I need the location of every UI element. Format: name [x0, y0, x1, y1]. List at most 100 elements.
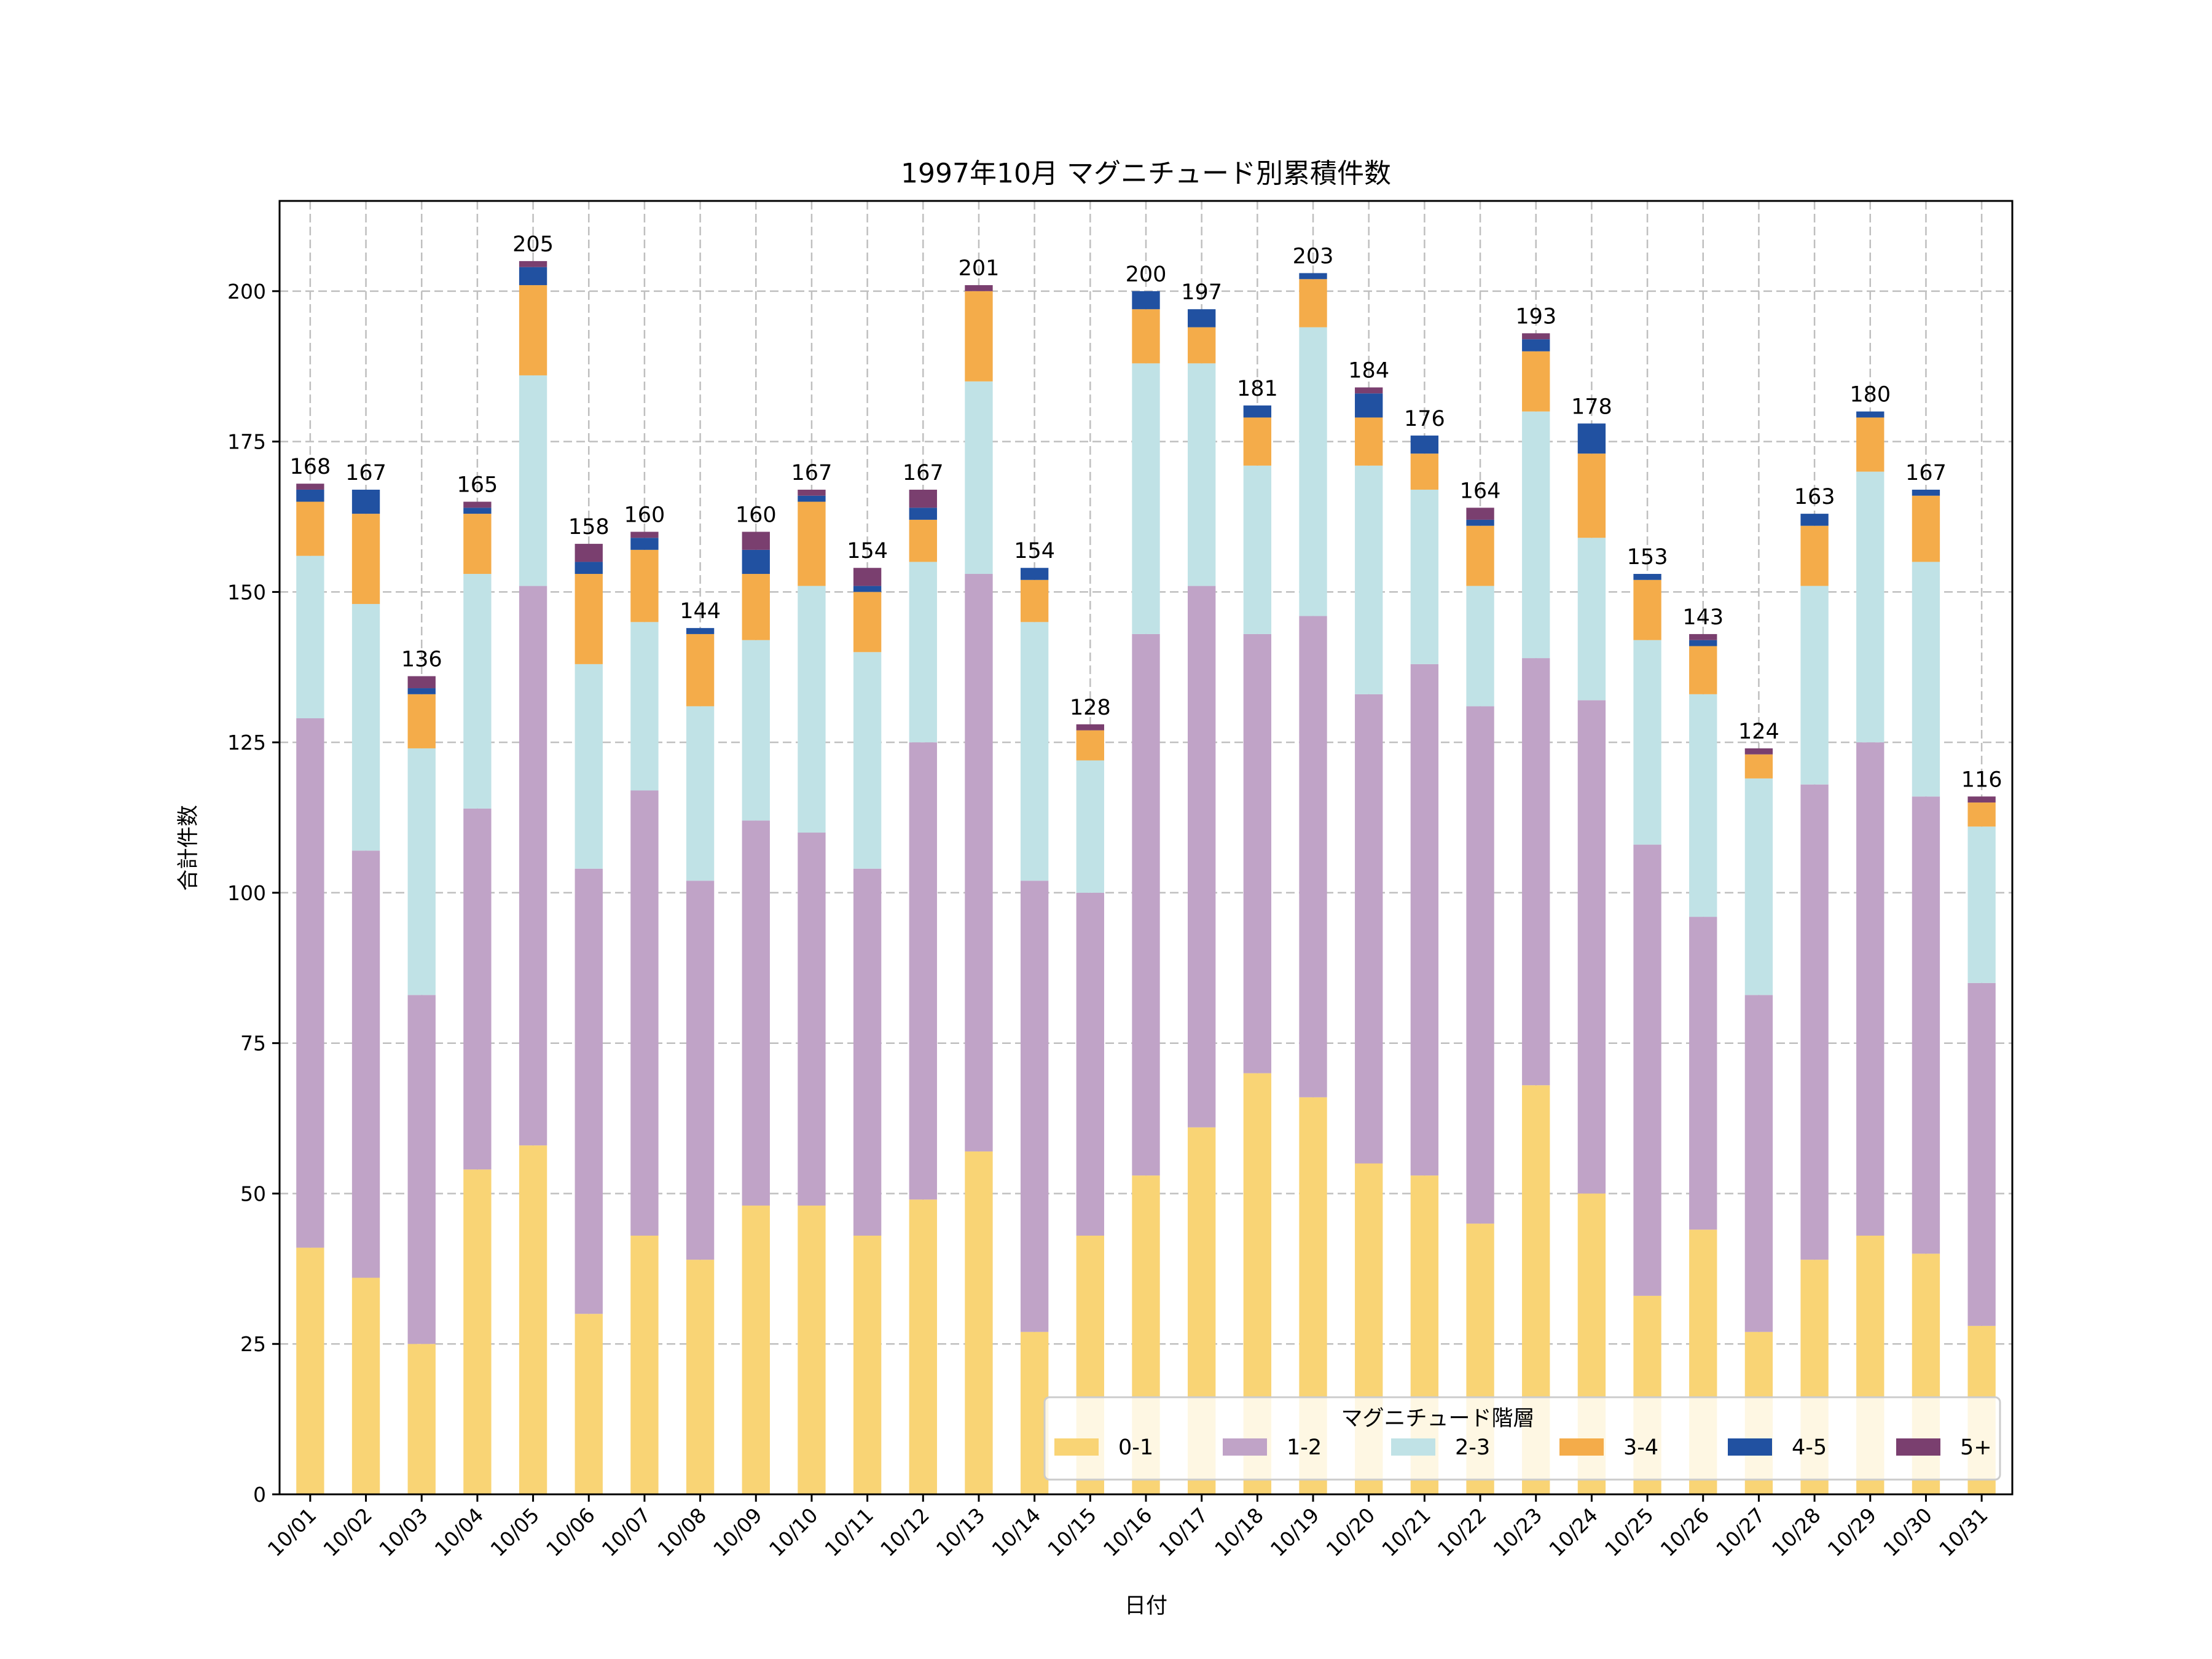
bar-segment-2-3: [575, 664, 603, 869]
bar-stack: [798, 489, 826, 1494]
bar-segment-4-5: [853, 586, 882, 592]
bar-segment-1-2: [1299, 616, 1327, 1097]
bar-segment-1-2: [1132, 633, 1160, 1176]
legend-label: 5+: [1960, 1435, 1992, 1460]
bar-total-label: 205: [512, 232, 554, 257]
legend-frame: [1043, 1396, 2001, 1481]
legend-label: 0-1: [1118, 1435, 1153, 1460]
bar-total-label: 180: [1849, 383, 1891, 407]
bar-stack: [1522, 333, 1550, 1494]
bar-segment-2-3: [909, 562, 937, 743]
bar-segment-5plus: [519, 261, 547, 267]
bar-segment-5plus: [575, 544, 603, 562]
bar-total-label: 163: [1794, 485, 1835, 509]
bar-total-label: 124: [1738, 720, 1779, 744]
bar-segment-2-3: [1577, 538, 1606, 700]
bar-segment-2-3: [1856, 471, 1885, 743]
bar-segment-4-5: [1856, 411, 1885, 418]
bar-segment-3-4: [1299, 279, 1327, 327]
bar-segment-2-3: [1410, 489, 1439, 664]
bar-segment-0-1: [742, 1206, 770, 1494]
bar-segment-1-2: [1188, 586, 1216, 1128]
legend-swatch: [1391, 1438, 1435, 1456]
bar-total-label: 193: [1515, 304, 1556, 329]
bar-total-label: 201: [959, 256, 1000, 281]
bar-total-label: 160: [735, 503, 777, 527]
bars: [296, 261, 1996, 1494]
bar-stack: [1577, 423, 1606, 1494]
bar-segment-4-5: [1243, 405, 1272, 418]
bar-segment-1-2: [630, 790, 659, 1236]
bar-segment-2-3: [1243, 465, 1272, 634]
bar-segment-4-5: [630, 538, 659, 550]
bar-segment-1-2: [1243, 633, 1272, 1073]
bar-segment-0-1: [909, 1199, 937, 1494]
bar-segment-3-4: [1132, 309, 1160, 364]
bar-total-label: 143: [1682, 605, 1724, 630]
bar-segment-3-4: [686, 633, 715, 707]
bar-segment-1-2: [1076, 892, 1104, 1236]
bar-stack: [686, 628, 715, 1494]
bar-stack: [351, 489, 380, 1494]
bar-stack: [1076, 724, 1104, 1494]
bar-segment-3-4: [853, 592, 882, 653]
bar-stack: [1410, 435, 1439, 1494]
bar-segment-5plus: [798, 489, 826, 496]
bar-segment-3-4: [519, 285, 547, 375]
bar-segment-1-2: [1410, 664, 1439, 1176]
bar-segment-3-4: [1689, 646, 1717, 694]
bar-segment-0-1: [407, 1344, 436, 1494]
bar-segment-2-3: [630, 622, 659, 791]
legend-item: 5+: [1896, 1435, 1992, 1460]
bar-segment-1-2: [1577, 700, 1606, 1194]
bar-segment-3-4: [575, 574, 603, 664]
bar-segment-2-3: [1020, 622, 1049, 881]
bar-segment-1-2: [407, 995, 436, 1344]
bar-segment-3-4: [798, 501, 826, 586]
bar-segment-4-5: [1188, 309, 1216, 327]
bar-segment-1-2: [742, 820, 770, 1206]
x-axis-label: 日付: [1124, 1594, 1167, 1618]
bar-segment-5plus: [1355, 387, 1383, 394]
bar-segment-3-4: [1243, 417, 1272, 466]
bar-stack: [1744, 748, 1773, 1494]
legend-swatch: [1896, 1438, 1940, 1456]
legend-items: 0-1 1-2 2-3 3-4 4-5 5+: [1054, 1435, 1992, 1460]
bar-total-label: 154: [1014, 539, 1055, 563]
bar-total-label: 167: [791, 461, 833, 485]
bar-segment-2-3: [853, 652, 882, 869]
bar-total-label: 167: [345, 461, 386, 485]
bar-segment-4-5: [1912, 489, 1940, 496]
bar-segment-4-5: [1466, 519, 1494, 526]
legend-item: 3-4: [1559, 1435, 1658, 1460]
bar-segment-5plus: [296, 484, 324, 490]
bar-total-label: 167: [1905, 461, 1947, 485]
bar-stack: [1800, 514, 1829, 1494]
bar-segment-5plus: [407, 676, 436, 689]
bar-total-label: 136: [401, 647, 442, 672]
bar-segment-1-2: [296, 718, 324, 1248]
bar-segment-3-4: [1577, 453, 1606, 538]
bar-segment-1-2: [1912, 796, 1940, 1254]
legend-item: 0-1: [1054, 1435, 1153, 1460]
bar-segment-4-5: [1633, 574, 1661, 580]
bar-segment-2-3: [1076, 760, 1104, 893]
bar-segment-1-2: [1967, 982, 1996, 1326]
bar-stack: [1689, 633, 1717, 1494]
bar-segment-5plus: [909, 489, 937, 508]
y-tick-label: 175: [227, 430, 266, 454]
bar-segment-1-2: [1744, 995, 1773, 1332]
bar-segment-1-2: [1800, 784, 1829, 1260]
bar-segment-3-4: [1967, 802, 1996, 827]
bar-segment-2-3: [1744, 778, 1773, 995]
y-tick-label: 50: [240, 1182, 266, 1206]
bar-segment-3-4: [630, 549, 659, 622]
bar-segment-5plus: [1967, 796, 1996, 803]
bar-stack: [1633, 574, 1661, 1494]
bar-segment-0-1: [519, 1145, 547, 1494]
bar-segment-2-3: [1188, 363, 1216, 586]
legend-swatch: [1054, 1438, 1099, 1456]
bar-stack: [1299, 273, 1327, 1494]
legend-item: 2-3: [1391, 1435, 1490, 1460]
